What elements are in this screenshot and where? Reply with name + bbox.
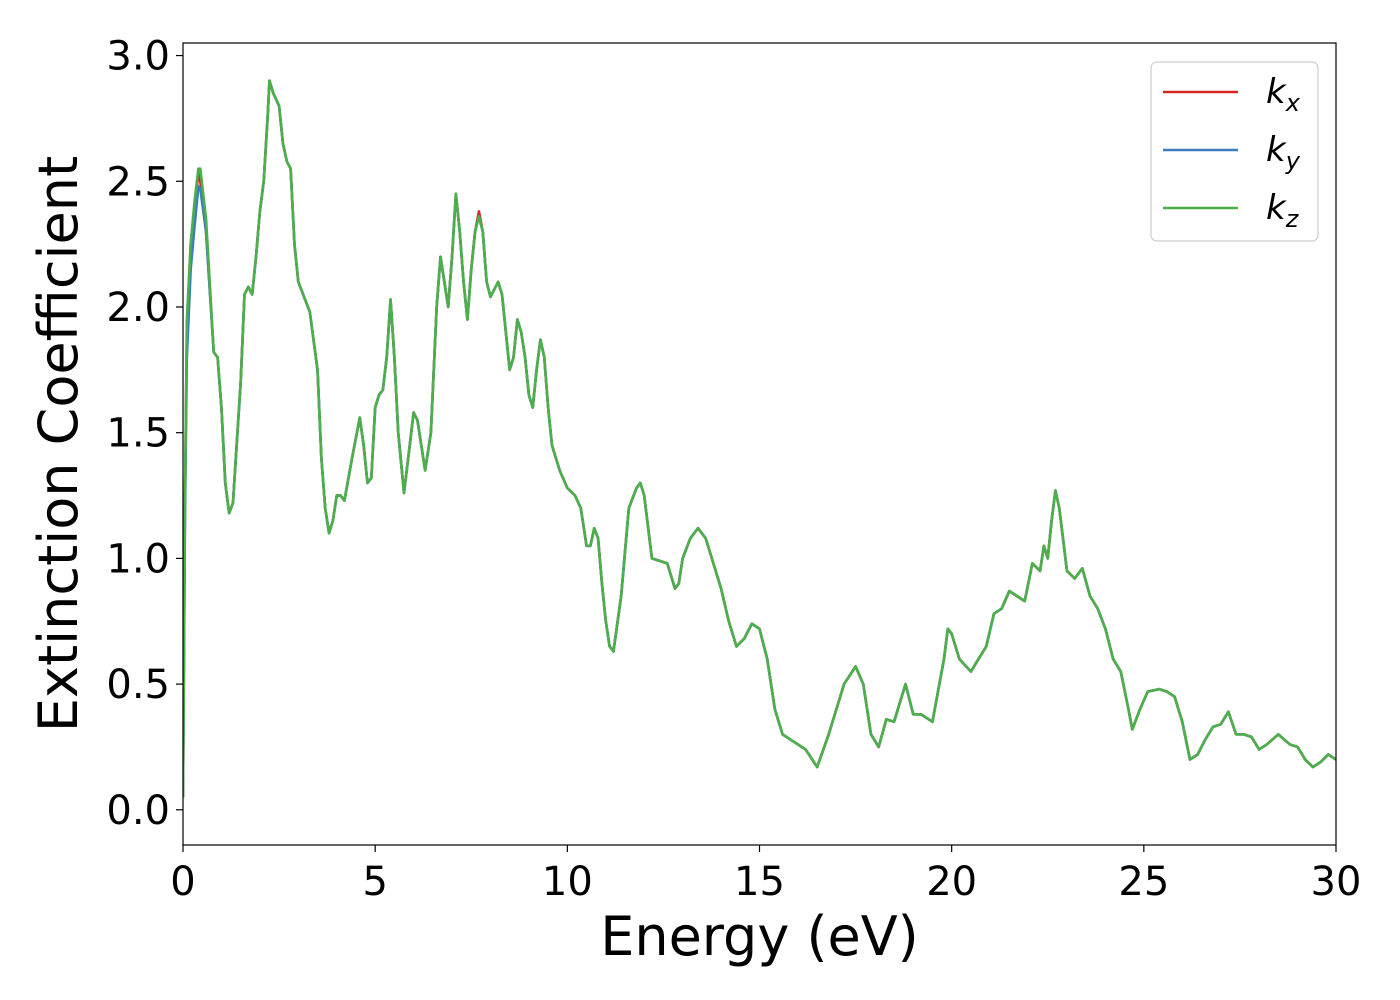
x-tick-label: 30 [1311, 859, 1362, 905]
series-layer [183, 79, 1336, 798]
x-tick-label: 15 [734, 859, 785, 905]
x-tick-label: 0 [170, 859, 195, 905]
y-axis: 0.0 0.5 1.0 1.5 2.0 2.5 3.0 [106, 34, 183, 834]
legend: kx ky kz [1150, 61, 1319, 242]
y-tick-label: 2.5 [106, 159, 170, 205]
y-axis-title: Extinction Coefficient [27, 156, 90, 732]
y-tick-label: 1.0 [106, 536, 170, 582]
y-tick-label: 3.0 [106, 34, 170, 80]
x-tick-label: 20 [926, 859, 977, 905]
series-line-kz [183, 79, 1336, 798]
legend-box [1150, 61, 1319, 242]
legend-label-kx: kx [1266, 72, 1301, 117]
x-axis: 0 5 10 15 20 25 30 [170, 845, 1361, 905]
y-tick-label: 2.0 [106, 285, 170, 331]
x-tick-label: 10 [542, 859, 593, 905]
legend-label-kz: kz [1266, 188, 1300, 233]
y-tick-label: 1.5 [106, 411, 170, 457]
x-axis-title: Energy (eV) [600, 905, 919, 968]
y-tick-label: 0.0 [106, 788, 170, 834]
y-tick-label: 0.5 [106, 662, 170, 708]
x-tick-label: 5 [362, 859, 387, 905]
x-tick-label: 25 [1118, 859, 1169, 905]
legend-label-ky: ky [1266, 130, 1301, 175]
